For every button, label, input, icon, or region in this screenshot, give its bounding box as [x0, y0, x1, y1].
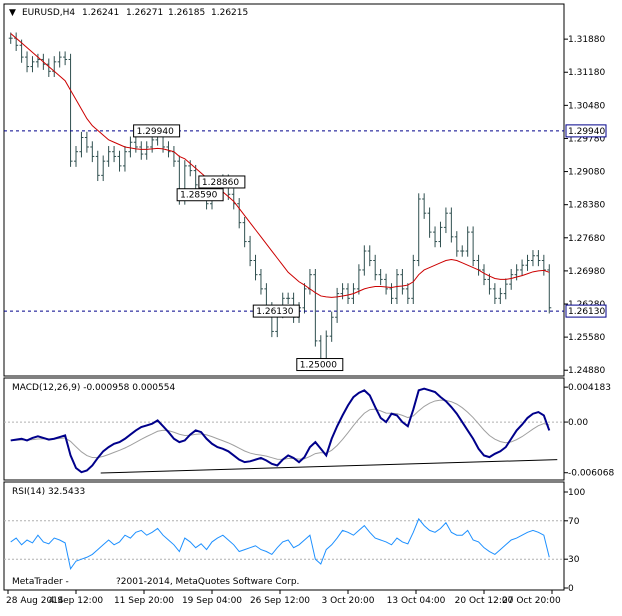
macd-trend-line [100, 459, 558, 474]
time-tick-label: 28 Aug 2014 [6, 596, 64, 606]
price-tick-label: 1.31180 [568, 68, 605, 78]
annotation-label: 1.28590 [180, 191, 217, 201]
time-tick-label: 4 Sep 12:00 [49, 596, 104, 606]
time-tick-label: 3 Oct 20:00 [322, 596, 375, 606]
moving-average-line [10, 33, 550, 298]
annotation-frame [133, 124, 181, 138]
time-tick-label: 27 Oct 20:00 [502, 596, 561, 606]
annotation-box: 1.26130 [252, 304, 300, 318]
time-tick-label: 20 Oct 12:00 [455, 596, 514, 606]
price-axis: 1.31880 1.31180 1.30480 1.29780 1.29080 1.283… [564, 35, 605, 376]
price-tick-label: 1.30480 [568, 101, 605, 111]
time-tick-label: 11 Sep 20:00 [114, 596, 174, 606]
annotation-frame [198, 175, 246, 189]
price-tick-label: 1.31880 [568, 35, 605, 45]
price-tick-label: 1.24880 [568, 366, 605, 376]
rsi-tick-label: 30 [568, 555, 580, 565]
horizontal-levels: 1.29940 1.26130 [4, 124, 607, 318]
main-price-panel[interactable] [3, 3, 565, 377]
level-price-label: 1.29940 [568, 127, 605, 137]
macd-tick-label: -0.006068 [568, 469, 614, 479]
header-open: 1.26241 [82, 8, 119, 18]
time-tick-label: 13 Oct 04:00 [387, 596, 446, 606]
annotation-box: 1.28590 [176, 188, 224, 202]
rsi-line [10, 517, 550, 571]
macd-title: MACD(12,26,9) -0.000958 0.000554 [12, 383, 175, 393]
rsi-tick-label: 0 [568, 584, 574, 594]
macd-tick-label: 0.00 [568, 418, 588, 428]
dropdown-triangle-icon[interactable]: ▼ [9, 8, 16, 18]
rsi-title: RSI(14) 32.5433 [12, 487, 85, 497]
price-tick-label: 1.26980 [568, 267, 605, 277]
annotation-frame [176, 188, 224, 202]
price-tick-label: 1.28380 [568, 201, 605, 211]
rsi-panel[interactable] [3, 481, 565, 591]
header-low: 1.26185 [168, 8, 205, 18]
time-tick-label: 26 Sep 12:00 [250, 596, 310, 606]
macd-signal-line [10, 399, 550, 460]
annotation-box: 1.25000 [296, 358, 344, 372]
price-tick-label: 1.29080 [568, 168, 605, 178]
price-tick-label: 1.25580 [568, 333, 605, 343]
level-price-tag [565, 124, 607, 138]
annotation-frame [252, 304, 300, 318]
footer-copyright: ?2001-2014, MetaQuotes Software Corp. [116, 577, 299, 587]
annotation-label: 1.29940 [137, 127, 174, 137]
annotation-label: 1.28860 [202, 178, 239, 188]
annotation-box: 1.28860 [198, 175, 246, 189]
level-price-label: 1.26130 [568, 307, 605, 317]
rsi-tick-label: 100 [568, 488, 585, 498]
annotation-label: 1.25000 [300, 361, 337, 371]
rsi-axis: 100 70 30 0 [4, 488, 585, 594]
header-close: 1.26215 [211, 8, 248, 18]
footer-brand: MetaTrader - [12, 577, 69, 587]
header-high: 1.26271 [126, 8, 163, 18]
rsi-series [10, 517, 550, 571]
level-price-tag [565, 304, 607, 318]
moving-average-series [10, 33, 550, 298]
macd-line [10, 387, 551, 474]
macd-series [10, 387, 558, 474]
macd-axis: 0.004183 0.00 -0.006068 [4, 383, 614, 479]
header-symbol: EURUSD,H4 [22, 8, 75, 18]
price-annotations: 1.29940 1.28590 1.28860 1.25000 1.26130 [133, 124, 344, 372]
annotation-frame [296, 358, 344, 372]
macd-panel[interactable] [3, 377, 565, 481]
annotation-box: 1.29940 [133, 124, 181, 138]
price-tick-label: 1.29780 [568, 134, 605, 144]
price-tick-label: 1.27680 [568, 234, 605, 244]
rsi-tick-label: 70 [568, 517, 580, 527]
annotation-label: 1.26130 [256, 307, 293, 317]
time-tick-label: 19 Sep 04:00 [182, 596, 242, 606]
macd-tick-label: 0.004183 [568, 383, 611, 393]
